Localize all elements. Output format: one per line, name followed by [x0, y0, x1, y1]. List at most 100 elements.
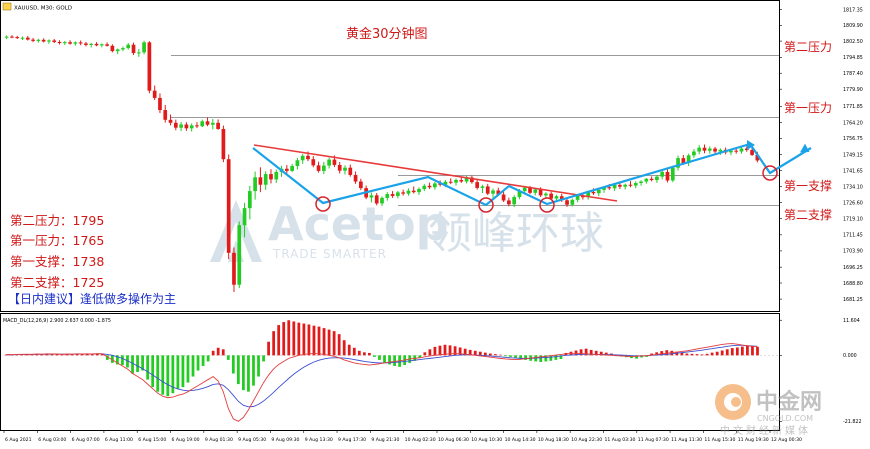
candle-body: [480, 186, 485, 188]
candle-body: [417, 188, 421, 193]
candle: [284, 165, 289, 174]
candle-body: [221, 128, 226, 160]
price-tick-label: 1764.20: [843, 120, 863, 126]
candle-body: [681, 158, 686, 164]
price-panel-frame: [0, 0, 780, 312]
watermark-cn: 领峰环球: [428, 208, 604, 259]
candle-body: [491, 190, 495, 194]
time-tick-label: 12 Aug 00:30: [771, 437, 802, 443]
candle: [232, 247, 236, 292]
candle-body: [99, 44, 104, 46]
candle: [73, 41, 78, 46]
candle-body: [353, 174, 358, 182]
candle: [226, 154, 231, 260]
candle: [454, 178, 458, 186]
cngold-logo: 中金网 CNGOLD.COM 中文财经新媒体: [715, 384, 822, 437]
candle-body: [433, 183, 437, 188]
candle: [78, 40, 83, 46]
price-tick-label: 1817.35: [843, 7, 863, 13]
candle: [84, 41, 88, 47]
candle: [242, 202, 247, 238]
time-tick-label: 11 Aug 19:30: [738, 437, 769, 443]
support-2-label: 第二支撑: [784, 207, 832, 222]
price-tick-label: 1741.65: [843, 168, 863, 174]
candle-body: [655, 176, 659, 181]
candle-body: [258, 177, 263, 185]
candle: [507, 197, 511, 207]
price-tick-label: 1726.60: [843, 200, 863, 206]
candle: [475, 179, 480, 190]
candle: [570, 198, 575, 207]
candle-body: [332, 159, 337, 165]
candle: [253, 171, 257, 200]
candle-body: [549, 193, 554, 199]
candle-body: [36, 39, 41, 41]
time-tick-label: 6 Aug 19:00: [172, 437, 200, 443]
candle: [147, 41, 152, 94]
time-tick-label: 10 Aug 06:30: [438, 437, 469, 443]
candle: [189, 123, 194, 132]
candle-body: [575, 195, 580, 200]
candle-body: [628, 184, 633, 186]
candle: [31, 37, 35, 43]
candle: [136, 48, 141, 57]
candle-body: [406, 190, 411, 194]
candle-body: [295, 160, 300, 166]
level-summary-r1: 第一压力：1765: [10, 233, 104, 248]
candle: [195, 122, 199, 129]
candle: [359, 178, 363, 191]
candle-body: [464, 177, 469, 182]
trend-annotations: [252, 140, 812, 213]
candle-body: [311, 159, 316, 166]
candle-body: [274, 171, 279, 180]
candle-body: [744, 148, 749, 151]
candle: [41, 38, 46, 43]
candle-body: [226, 159, 231, 253]
candle: [205, 117, 210, 127]
candle-body: [718, 149, 723, 152]
wave-path: [252, 142, 751, 207]
candle-body: [612, 184, 617, 189]
price-tick-label: 1681.25: [843, 297, 863, 303]
candle: [750, 148, 754, 156]
candle-body: [337, 164, 342, 171]
price-tick-label: 1756.75: [843, 136, 863, 142]
candle-body: [343, 167, 347, 171]
candle: [644, 178, 649, 184]
candle-body: [121, 48, 125, 50]
candle: [374, 193, 379, 206]
level-summary-s2: 第二支撑：1725: [10, 275, 104, 290]
candle-body: [348, 167, 353, 175]
time-tick-label: 6 Aug 03:00: [38, 437, 66, 443]
candle-body: [755, 154, 760, 161]
candle-body: [729, 150, 733, 153]
projection-arrow-icon: [800, 143, 810, 153]
candle: [300, 154, 305, 164]
candle: [485, 183, 490, 196]
candle-body: [686, 155, 691, 164]
candle: [126, 43, 131, 50]
candle: [89, 42, 94, 48]
candle-body: [454, 180, 458, 183]
symbol-icon: [2, 2, 12, 11]
candle-body: [533, 189, 538, 193]
candle-body: [639, 181, 643, 184]
candle: [713, 146, 717, 154]
candle-body: [216, 122, 220, 129]
macd-axis: 11.604 0.000 -21.822: [779, 318, 862, 425]
candle: [179, 121, 183, 132]
candle-body: [269, 174, 273, 180]
candle: [353, 171, 358, 184]
candle: [343, 165, 347, 175]
candle-body: [10, 36, 14, 38]
candle-body: [68, 42, 72, 44]
candle-body: [396, 192, 400, 196]
candle: [327, 157, 331, 169]
candle-body: [73, 42, 78, 44]
candle: [544, 192, 548, 199]
candle-body: [427, 185, 432, 188]
candle: [448, 178, 453, 185]
time-tick-label: 10 Aug 22:30: [571, 437, 602, 443]
candle-body: [136, 52, 141, 54]
candle: [168, 114, 173, 126]
